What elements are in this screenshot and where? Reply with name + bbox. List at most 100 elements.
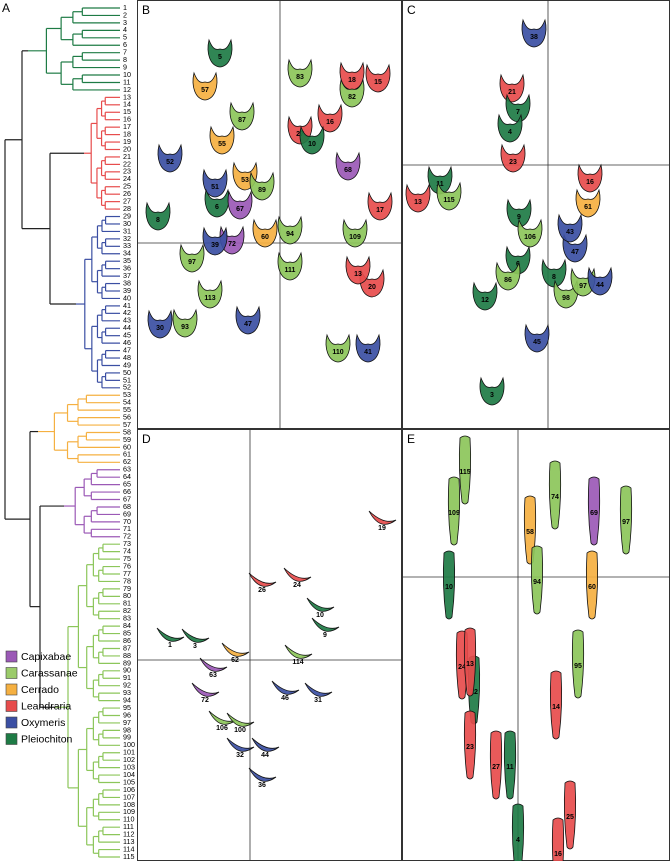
tip-label: 103 <box>123 763 135 772</box>
shape-mark <box>271 680 300 695</box>
point-label: 87 <box>238 117 246 124</box>
shape-mark <box>325 333 351 363</box>
tip-label: 102 <box>123 755 135 764</box>
point-label: 113 <box>204 295 215 302</box>
shape-mark <box>587 266 613 296</box>
shape-mark <box>345 255 371 285</box>
point-label: 5 <box>218 54 222 61</box>
point-label: 86 <box>504 277 512 284</box>
shape-mark <box>221 642 250 657</box>
tip-label: 106 <box>123 785 135 794</box>
shape-mark <box>517 218 543 248</box>
tip-label: 37 <box>123 271 131 280</box>
shape-mark <box>524 323 550 353</box>
shape-mark <box>147 309 173 339</box>
legend-swatch <box>5 650 18 663</box>
tip-label: 20 <box>123 144 131 153</box>
shape-mark <box>521 18 547 48</box>
panel-frame <box>137 429 402 861</box>
shape-mark <box>197 279 223 309</box>
point-label: 25 <box>566 814 574 821</box>
tip-label: 87 <box>123 643 131 652</box>
tip-label: 26 <box>123 189 131 198</box>
shape-mark <box>503 730 517 800</box>
point-label: 36 <box>258 782 266 789</box>
panel: D 19 24 26 10 9 1 3 114 31 72 36 32 44 106 100 62 63 46 <box>137 429 402 861</box>
point-label: 24 <box>458 664 466 671</box>
point-label: 47 <box>571 249 579 256</box>
tip-label: 108 <box>123 800 135 809</box>
point-label: 38 <box>530 34 538 41</box>
point-label: 41 <box>364 349 372 356</box>
tip-label: 93 <box>123 688 131 697</box>
legend-swatch <box>5 667 18 679</box>
shape-mark <box>505 93 531 123</box>
tip-label: 100 <box>123 740 135 749</box>
tip-label: 46 <box>123 338 131 347</box>
tip-label: 94 <box>123 696 131 705</box>
shape-mark <box>191 682 220 697</box>
tip-label: 30 <box>123 219 131 228</box>
point-label: 68 <box>344 167 352 174</box>
point-label: 14 <box>552 704 560 711</box>
point-label: 61 <box>584 204 592 211</box>
tip-label: 35 <box>123 256 131 265</box>
shape-mark <box>226 712 255 727</box>
point-label: 23 <box>509 159 517 166</box>
tip-label: 84 <box>123 621 131 630</box>
shape-mark <box>463 710 477 780</box>
shape-mark <box>489 730 503 800</box>
tip-label: 74 <box>123 547 131 556</box>
tip-label: 31 <box>123 226 131 235</box>
shape-mark <box>365 63 391 93</box>
shape-mark <box>551 817 565 861</box>
tip-label: 68 <box>123 502 131 511</box>
tip-label: 70 <box>123 517 131 526</box>
point-label: 62 <box>231 657 239 664</box>
point-label: 111 <box>285 267 296 274</box>
tip-label: 67 <box>123 494 131 503</box>
tip-label: 1 <box>123 3 127 12</box>
point-label: 106 <box>524 234 536 241</box>
shape-mark <box>192 71 218 101</box>
point-label: 74 <box>551 494 559 501</box>
shape-mark <box>570 267 596 297</box>
tip-label: 41 <box>123 301 131 310</box>
tip-label: 72 <box>123 532 131 541</box>
tip-label: 15 <box>123 107 131 116</box>
tip-label: 85 <box>123 628 131 637</box>
tip-label: 11 <box>123 77 130 86</box>
shape-mark <box>181 628 210 643</box>
shape-mark <box>548 460 562 530</box>
point-label: 58 <box>526 529 534 536</box>
tip-label: 104 <box>123 770 135 779</box>
point-label: 82 <box>348 94 356 101</box>
point-label: 23 <box>466 744 474 751</box>
tip-label: 75 <box>123 554 131 563</box>
legend-label: Carassanae <box>21 667 78 679</box>
tip-label: 48 <box>123 353 131 362</box>
tip-label: 17 <box>123 122 131 131</box>
point-label: 8 <box>156 217 160 224</box>
tip-label: 7 <box>123 48 127 57</box>
point-label: 94 <box>533 579 541 586</box>
shape-mark <box>511 803 525 861</box>
shape-mark <box>219 225 245 255</box>
shape-mark <box>311 617 340 632</box>
point-label: 19 <box>378 525 386 532</box>
shape-mark <box>299 125 325 155</box>
tip-label: 27 <box>123 197 131 206</box>
tip-label: 45 <box>123 331 131 340</box>
shape-mark <box>226 737 255 752</box>
tip-label: 3 <box>123 18 127 27</box>
panel-letter: B <box>142 3 150 17</box>
tip-label: 22 <box>123 159 131 168</box>
point-label: 26 <box>258 587 266 594</box>
tip-label: 56 <box>123 413 131 422</box>
point-label: 110 <box>332 349 343 356</box>
tip-label: 62 <box>123 457 131 466</box>
tip-label: 38 <box>123 278 131 287</box>
point-label: 4 <box>516 837 520 844</box>
point-label: 16 <box>326 119 334 126</box>
